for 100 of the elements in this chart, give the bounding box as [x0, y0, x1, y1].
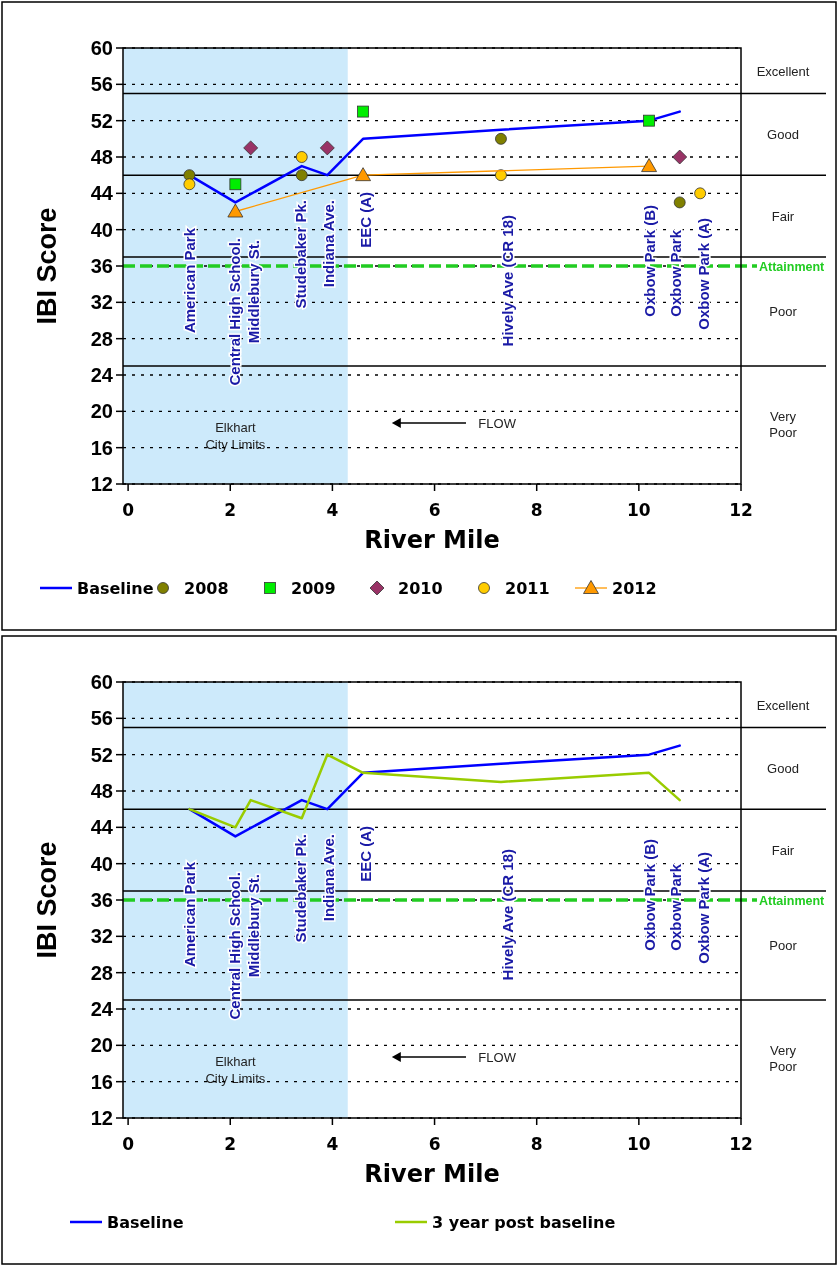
- text: Excellent: [756, 63, 810, 79]
- x-tick-label: 0: [122, 500, 135, 520]
- annotation: Oxbow Park (A): [694, 218, 712, 330]
- annotation: Hively Ave (CR 18): [498, 849, 516, 981]
- y-tick-label: 44: [90, 816, 114, 839]
- y-tick-label: 28: [90, 327, 113, 350]
- legend-label: 2012: [612, 579, 657, 598]
- text: Fair: [771, 843, 795, 859]
- annotation: Central High School.: [225, 872, 243, 1020]
- text: Good: [767, 127, 799, 143]
- text: Poor: [769, 304, 798, 320]
- point: [183, 178, 196, 191]
- legend-label: 2009: [291, 579, 336, 598]
- y-tick-label: 56: [90, 73, 113, 96]
- x-axis-title: River Mile: [364, 526, 500, 554]
- x-tick-label: 8: [530, 1134, 543, 1154]
- x-tick-label: 10: [627, 500, 651, 520]
- y-tick-label: 24: [90, 998, 114, 1020]
- y-tick-label: 60: [90, 37, 113, 59]
- point: [673, 196, 686, 209]
- y-tick-label: 56: [90, 707, 113, 730]
- y-tick-label: 28: [90, 961, 113, 984]
- annotation: Indiana Ave.: [319, 834, 337, 922]
- legend-label: Baseline: [77, 579, 154, 598]
- y-tick-label: 16: [90, 436, 113, 459]
- text: Poor: [769, 938, 798, 954]
- x-tick-label: 2: [224, 1134, 237, 1154]
- x-tick-label: 12: [729, 1134, 753, 1154]
- annotation: Oxbow Park: [666, 863, 684, 951]
- point: [357, 105, 369, 118]
- x-tick-label: 4: [326, 1134, 339, 1154]
- legend-label: 3 year post baseline: [432, 1213, 616, 1232]
- annotation: Oxbow Park (B): [640, 205, 658, 317]
- point: [295, 169, 308, 182]
- y-tick-label: 12: [90, 1107, 113, 1129]
- text: Excellent: [756, 697, 810, 713]
- text: Fair: [771, 209, 795, 225]
- y-tick-label: 48: [90, 780, 113, 802]
- point: [672, 149, 688, 165]
- annotation: Indiana Ave.: [319, 200, 337, 288]
- annotation: FLOW: [478, 1050, 517, 1065]
- annotation: Middlebury St.: [244, 240, 262, 344]
- annotation: FLOW: [478, 416, 517, 431]
- y-axis-title: IBI Score: [32, 841, 62, 959]
- annotation: American Park: [180, 861, 198, 968]
- y-tick-label: 24: [90, 364, 114, 386]
- text: Very Poor: [769, 1042, 798, 1074]
- y-tick-label: 48: [90, 146, 113, 168]
- x-tick-label: 6: [428, 500, 441, 520]
- annotation: EEC (A): [356, 192, 374, 248]
- point: [495, 169, 507, 182]
- annotation: Hively Ave (CR 18): [498, 215, 516, 347]
- y-tick-label: 32: [90, 291, 113, 314]
- y-tick-label: 40: [90, 852, 113, 875]
- annotation: Studebaker Pk.: [291, 834, 309, 943]
- point: [355, 167, 371, 182]
- y-tick-label: 52: [90, 109, 113, 132]
- y-tick-label: 40: [90, 218, 113, 241]
- point: [641, 158, 657, 172]
- text: Good: [767, 761, 799, 777]
- annotation: Oxbow Park (B): [640, 839, 658, 951]
- legend-label: 2008: [184, 579, 229, 598]
- y-tick-label: 16: [90, 1070, 113, 1093]
- annotation: Middlebury St.: [244, 874, 262, 978]
- annotation: Oxbow Park (A): [694, 852, 712, 964]
- ref-line-label: Attainment: [759, 894, 826, 908]
- annotation: EEC (A): [356, 826, 374, 882]
- y-tick-label: 32: [90, 925, 113, 948]
- y-tick-label: 12: [90, 473, 113, 495]
- point: [295, 151, 308, 163]
- legend-label: 2010: [398, 579, 443, 598]
- x-tick-label: 12: [729, 500, 753, 520]
- legend-label: Baseline: [107, 1213, 184, 1232]
- point: [227, 203, 244, 218]
- point: [495, 132, 507, 145]
- y-tick-label: 20: [90, 400, 113, 423]
- y-tick-label: 20: [90, 1034, 113, 1057]
- annotation: American Park: [180, 227, 198, 334]
- text: Very Poor: [769, 408, 798, 440]
- y-tick-label: 36: [90, 255, 113, 277]
- point: [643, 114, 655, 127]
- point: [229, 178, 242, 191]
- annotation: Central High School.: [225, 238, 243, 386]
- x-tick-label: 0: [122, 1134, 135, 1154]
- legend-label: 2011: [505, 579, 550, 598]
- x-tick-label: 8: [530, 500, 543, 520]
- point: [694, 187, 707, 200]
- x-tick-label: 10: [627, 1134, 651, 1154]
- ref-line-label: Attainment: [759, 260, 826, 274]
- annotation: Oxbow Park: [666, 229, 684, 317]
- point: [243, 140, 259, 156]
- x-axis-title: River Mile: [364, 1160, 500, 1188]
- y-tick-label: 44: [90, 182, 114, 205]
- x-tick-label: 2: [224, 500, 237, 520]
- y-tick-label: 60: [90, 671, 113, 693]
- y-axis-title: IBI Score: [32, 207, 62, 325]
- point: [319, 140, 335, 156]
- y-tick-label: 36: [90, 889, 113, 911]
- annotation: Studebaker Pk.: [291, 200, 309, 309]
- y-tick-label: 52: [90, 743, 113, 766]
